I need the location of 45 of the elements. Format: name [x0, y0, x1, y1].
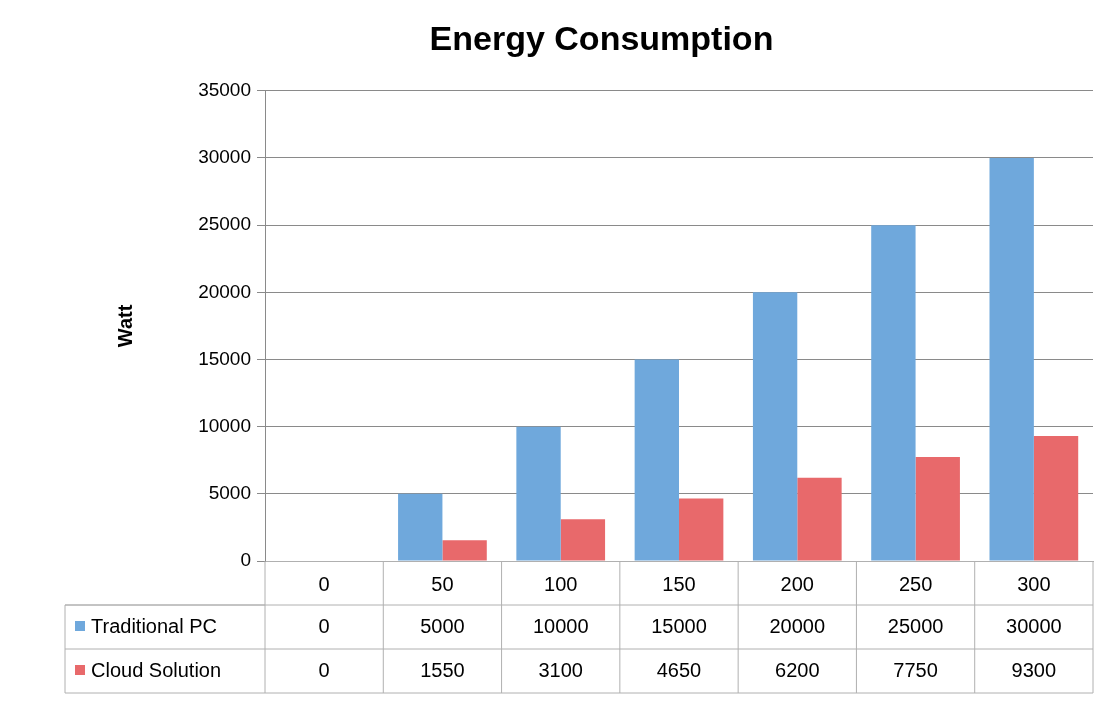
- bar: [989, 157, 1034, 561]
- data-label: 10000: [532, 614, 589, 637]
- y-tick-label: 15000: [198, 347, 251, 369]
- data-label: 0: [318, 614, 330, 637]
- bar: [442, 540, 487, 561]
- y-tick-label: 0: [240, 549, 251, 571]
- data-label: 5000: [420, 614, 465, 637]
- data-label: 3100: [538, 658, 583, 681]
- x-tick-label: 300: [1017, 572, 1051, 595]
- data-label: 9300: [1011, 658, 1057, 681]
- bar: [679, 498, 724, 561]
- data-label: 6200: [775, 658, 820, 681]
- bar: [398, 493, 443, 561]
- chart-title: Energy Consumption: [429, 18, 774, 57]
- data-label: 20000: [769, 614, 826, 637]
- x-tick-label: 50: [431, 572, 454, 595]
- data-label: 25000: [887, 614, 944, 637]
- legend-label: Cloud Solution: [91, 658, 222, 681]
- y-tick-label: 25000: [198, 213, 251, 235]
- bar: [915, 456, 960, 561]
- data-label: 4650: [656, 658, 702, 681]
- x-tick-label: 100: [544, 572, 578, 595]
- bar: [1033, 436, 1079, 561]
- bar: [560, 519, 606, 561]
- y-tick-label: 35000: [198, 79, 251, 101]
- data-label: 30000: [1006, 614, 1062, 637]
- data-label: 0: [318, 658, 330, 681]
- x-tick-label: 200: [780, 572, 814, 595]
- legend-label: Traditional PC: [91, 614, 217, 637]
- y-tick-label: 30000: [198, 146, 251, 168]
- x-tick-label: 250: [898, 572, 933, 595]
- y-tick-label: 20000: [198, 280, 251, 302]
- data-label: 7750: [893, 658, 938, 681]
- y-tick-label: 5000: [208, 482, 251, 504]
- bar: [871, 225, 916, 561]
- data-label: 1550: [420, 658, 465, 681]
- bar: [797, 477, 842, 561]
- bar: [634, 359, 679, 561]
- data-label: 15000: [651, 614, 707, 637]
- y-axis-title: Watt: [113, 304, 136, 348]
- x-tick-label: 150: [662, 572, 696, 595]
- y-tick-label: 10000: [198, 414, 251, 436]
- bar: [752, 292, 798, 561]
- x-tick-label: 0: [318, 572, 330, 595]
- bar: [516, 426, 561, 561]
